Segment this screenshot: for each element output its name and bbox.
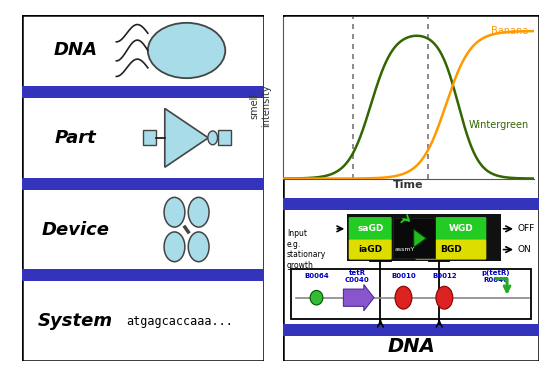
Text: WGD: WGD	[449, 224, 474, 233]
Bar	[393, 218, 436, 258]
Circle shape	[188, 197, 209, 227]
FancyBboxPatch shape	[415, 240, 486, 259]
Text: p(tetR)
R0040: p(tetR) R0040	[481, 270, 510, 283]
Circle shape	[164, 232, 185, 262]
Text: tetR
C0040: tetR C0040	[345, 270, 370, 283]
FancyBboxPatch shape	[349, 240, 392, 259]
Y-axis label: smell
intensity: smell intensity	[249, 85, 271, 127]
Text: DNA: DNA	[53, 41, 97, 59]
Text: BGD: BGD	[440, 245, 461, 254]
Circle shape	[208, 131, 218, 145]
Bar	[22, 177, 264, 190]
Text: B0064: B0064	[304, 273, 329, 279]
Circle shape	[436, 286, 453, 309]
Polygon shape	[165, 108, 208, 167]
X-axis label: Time: Time	[393, 180, 424, 190]
Text: Device: Device	[41, 220, 109, 238]
Text: atgagcaccaaa...: atgagcaccaaa...	[126, 315, 233, 327]
Text: ON: ON	[517, 245, 531, 254]
Text: Wintergreen: Wintergreen	[468, 120, 529, 130]
Circle shape	[164, 197, 185, 227]
Bar	[283, 324, 539, 336]
Bar	[283, 199, 539, 211]
Text: System: System	[38, 312, 113, 330]
Polygon shape	[414, 229, 426, 247]
Text: saGD: saGD	[357, 224, 383, 233]
Text: DNA: DNA	[387, 337, 435, 356]
Text: Banana: Banana	[491, 26, 529, 36]
Text: B0010: B0010	[391, 273, 416, 279]
Text: OFF: OFF	[517, 224, 535, 233]
Polygon shape	[343, 285, 374, 311]
Bar	[143, 130, 156, 146]
Ellipse shape	[148, 23, 226, 78]
FancyBboxPatch shape	[349, 217, 392, 241]
Text: Input
e.g.
stationary
growth: Input e.g. stationary growth	[287, 229, 326, 270]
FancyBboxPatch shape	[436, 217, 486, 241]
Bar	[291, 268, 531, 319]
Text: Part: Part	[54, 129, 96, 147]
Bar	[22, 269, 264, 281]
Circle shape	[395, 286, 412, 309]
Bar	[22, 86, 264, 98]
Circle shape	[188, 232, 209, 262]
Text: assmY: assmY	[395, 247, 415, 252]
Bar	[347, 214, 500, 261]
Text: iaGD: iaGD	[358, 245, 382, 254]
Ellipse shape	[310, 290, 323, 305]
Text: B0012: B0012	[432, 273, 456, 279]
Bar	[218, 130, 231, 146]
